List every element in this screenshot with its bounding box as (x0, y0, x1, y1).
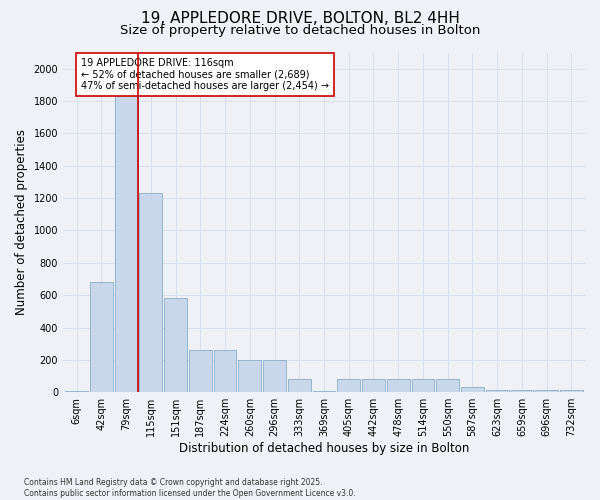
Bar (139, 193, 162, 392)
Bar (535, 390, 558, 392)
X-axis label: Distribution of detached houses by size in Bolton: Distribution of detached houses by size … (179, 442, 469, 455)
Text: Contains HM Land Registry data © Crown copyright and database right 2025.
Contai: Contains HM Land Registry data © Crown c… (24, 478, 356, 498)
Bar (486, 390, 509, 392)
Bar (263, 360, 286, 392)
Bar (387, 380, 410, 392)
Y-axis label: Number of detached properties: Number of detached properties (15, 130, 28, 316)
Bar (238, 360, 261, 392)
Bar (511, 390, 533, 392)
Bar (115, 77, 137, 392)
Text: 19 APPLEDORE DRIVE: 116sqm
← 52% of detached houses are smaller (2,689)
47% of s: 19 APPLEDORE DRIVE: 116sqm ← 52% of deta… (82, 58, 329, 91)
Bar (461, 388, 484, 392)
Bar (313, 390, 335, 392)
Bar (560, 390, 583, 392)
Text: Size of property relative to detached houses in Bolton: Size of property relative to detached ho… (120, 24, 480, 37)
Bar (288, 380, 311, 392)
Bar (362, 380, 385, 392)
Bar (412, 380, 434, 392)
Bar (189, 350, 212, 392)
Bar (436, 380, 459, 392)
Bar (214, 350, 236, 392)
Bar (90, 282, 113, 392)
Text: 19, APPLEDORE DRIVE, BOLTON, BL2 4HH: 19, APPLEDORE DRIVE, BOLTON, BL2 4HH (140, 11, 460, 26)
Bar (337, 380, 360, 392)
Bar (164, 298, 187, 392)
Bar (65, 390, 88, 392)
